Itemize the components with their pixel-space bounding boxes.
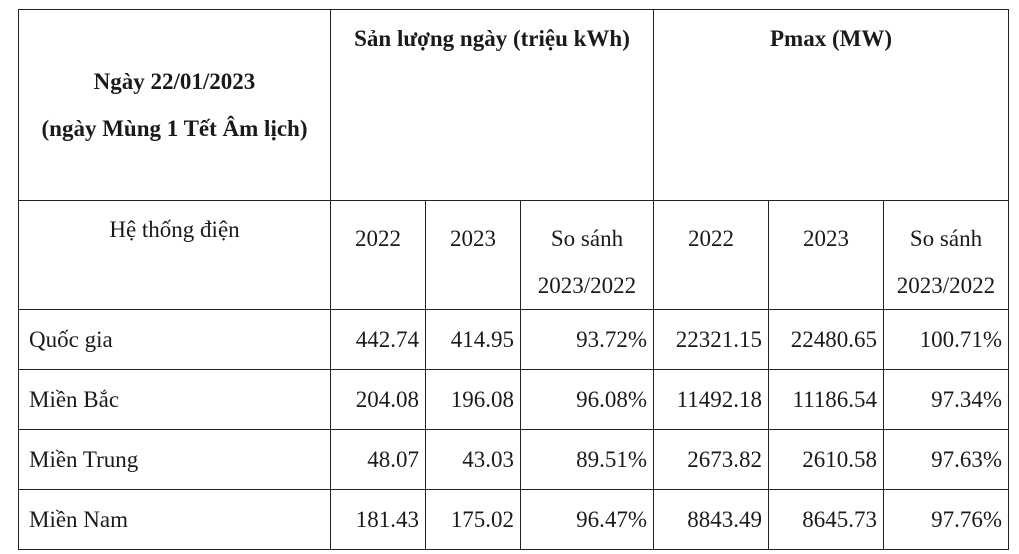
pmax-2022-value: 8843.49	[653, 489, 769, 550]
region-name: Miền Trung	[18, 429, 331, 490]
pmax-compare-value: 97.76%	[883, 489, 1009, 550]
pmax-compare-line1: So sánh	[909, 226, 983, 251]
output-compare-line1: So sánh	[550, 226, 624, 251]
output-compare-value: 89.51%	[520, 429, 654, 490]
output-compare-value: 96.47%	[520, 489, 654, 550]
output-2023-value: 43.03	[425, 429, 521, 490]
date-header-line1: Ngày 22/01/2023	[93, 69, 256, 94]
region-name: Miền Bắc	[18, 369, 331, 430]
output-2022-value: 48.07	[330, 429, 426, 490]
output-compare-line2: 2023/2022	[537, 273, 637, 298]
pmax-2023-value: 2610.58	[768, 429, 884, 490]
system-header: Hệ thống điện	[18, 200, 331, 310]
pmax-group-header: Pmax (MW)	[653, 9, 1009, 201]
pmax-2022-value: 22321.15	[653, 309, 769, 370]
header-row: Ngày 22/01/2023 (ngày Mùng 1 Tết Âm lịch…	[18, 9, 1009, 201]
region-name: Quốc gia	[18, 309, 331, 370]
output-2023-value: 414.95	[425, 309, 521, 370]
output-compare-value: 93.72%	[520, 309, 654, 370]
pmax-2023-value: 8645.73	[768, 489, 884, 550]
output-2023-value: 196.08	[425, 369, 521, 430]
output-compare-header: So sánh 2023/2022	[520, 200, 654, 310]
table-row: Quốc gia 442.74 414.95 93.72% 22321.15 2…	[18, 309, 1009, 370]
pmax-2022-value: 11492.18	[653, 369, 769, 430]
date-header-line2: (ngày Mùng 1 Tết Âm lịch)	[41, 116, 308, 141]
output-2023-header: 2023	[425, 200, 521, 310]
output-2022-value: 181.43	[330, 489, 426, 550]
output-2023-value: 175.02	[425, 489, 521, 550]
pmax-2023-value: 22480.65	[768, 309, 884, 370]
output-2022-value: 204.08	[330, 369, 426, 430]
output-group-header: Sản lượng ngày (triệu kWh)	[330, 9, 654, 201]
pmax-2023-header: 2023	[768, 200, 884, 310]
pmax-2023-value: 11186.54	[768, 369, 884, 430]
pmax-compare-header: So sánh 2023/2022	[883, 200, 1009, 310]
subheader-row: Hệ thống điện 2022 2023 So sánh 2023/202…	[18, 200, 1009, 310]
table-row: Miền Bắc 204.08 196.08 96.08% 11492.18 1…	[18, 369, 1009, 430]
output-2022-value: 442.74	[330, 309, 426, 370]
table-row: Miền Trung 48.07 43.03 89.51% 2673.82 26…	[18, 429, 1009, 490]
date-header-cell: Ngày 22/01/2023 (ngày Mùng 1 Tết Âm lịch…	[18, 9, 331, 201]
region-name: Miền Nam	[18, 489, 331, 550]
output-compare-value: 96.08%	[520, 369, 654, 430]
pmax-compare-value: 97.63%	[883, 429, 1009, 490]
pmax-2022-value: 2673.82	[653, 429, 769, 490]
output-2022-header: 2022	[330, 200, 426, 310]
table-row: Miền Nam 181.43 175.02 96.47% 8843.49 86…	[18, 489, 1009, 550]
pmax-compare-line2: 2023/2022	[896, 273, 996, 298]
pmax-compare-value: 100.71%	[883, 309, 1009, 370]
pmax-compare-value: 97.34%	[883, 369, 1009, 430]
pmax-2022-header: 2022	[653, 200, 769, 310]
electricity-output-table: Ngày 22/01/2023 (ngày Mùng 1 Tết Âm lịch…	[18, 9, 1009, 550]
